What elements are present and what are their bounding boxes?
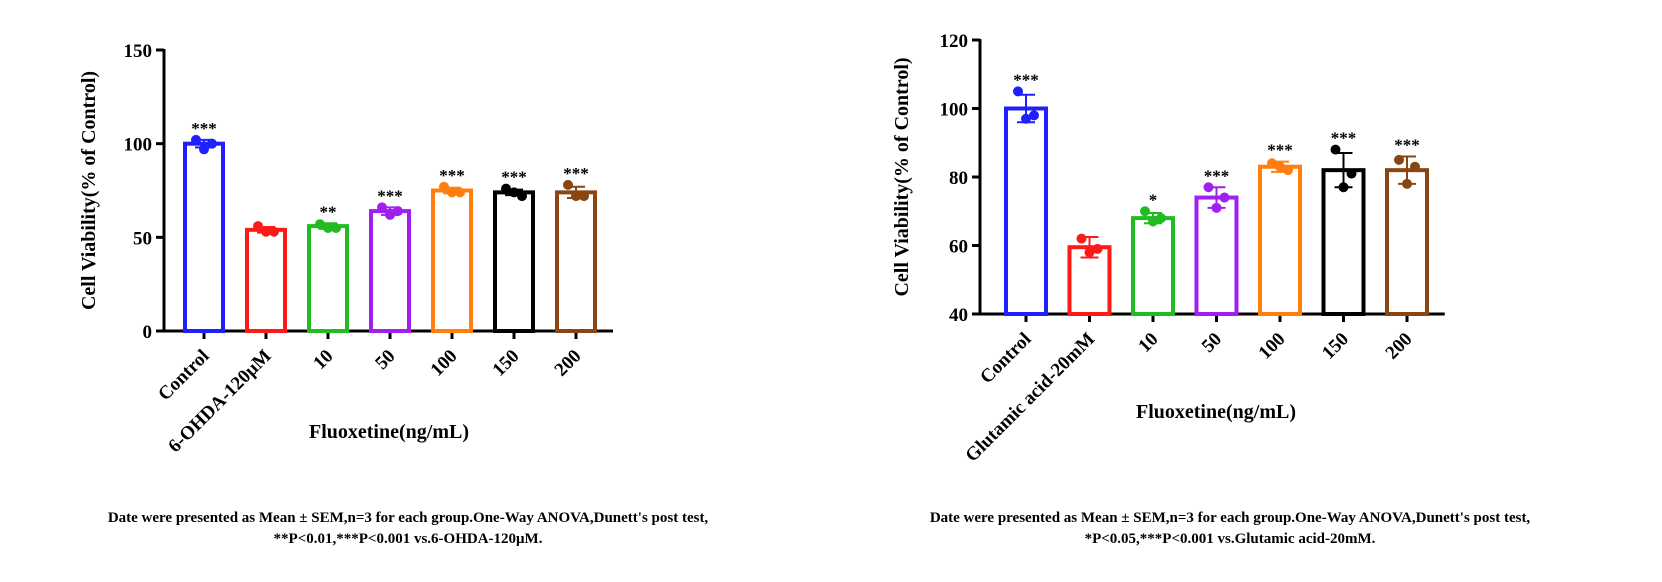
data-point — [1394, 154, 1404, 165]
data-point — [1203, 182, 1214, 193]
data-point — [1283, 165, 1293, 176]
data-point — [1092, 243, 1103, 254]
data-point — [315, 219, 325, 230]
data-point — [261, 226, 271, 237]
data-point — [1211, 202, 1222, 213]
data-point — [579, 191, 589, 202]
significance-label: *** — [439, 166, 465, 185]
x-tick-label: 50 — [1198, 329, 1226, 357]
x-tick-label: 10 — [309, 346, 337, 374]
bar — [369, 209, 411, 334]
x-tick-label: 50 — [371, 346, 399, 374]
x-tick-label: Control — [154, 346, 213, 405]
bar — [1194, 195, 1239, 316]
data-point — [393, 206, 403, 217]
y-tick-label: 120 — [940, 31, 969, 52]
data-point — [439, 181, 449, 192]
significance-label: *** — [1394, 135, 1420, 154]
x-tick-label: 100 — [427, 346, 462, 381]
x-tick-label: 150 — [489, 346, 524, 381]
caption: Date were presented as Mean ± SEM,n=3 fo… — [108, 510, 709, 526]
data-point — [571, 191, 581, 202]
significance-label: *** — [1013, 70, 1039, 89]
data-point — [1148, 216, 1158, 227]
data-point — [1021, 113, 1031, 124]
bar — [183, 141, 225, 333]
data-point — [1410, 161, 1420, 172]
bar — [1321, 168, 1366, 316]
data-point — [1330, 144, 1341, 155]
x-tick-label: 200 — [551, 346, 586, 381]
data-point — [199, 144, 209, 155]
caption: **P<0.01,***P<0.001 vs.6-OHDA-120μM. — [274, 531, 543, 547]
y-axis-title: Cell Viability(% of Control) — [891, 57, 913, 296]
significance-label: * — [1149, 190, 1158, 209]
data-point — [1219, 192, 1230, 203]
data-point — [1346, 168, 1357, 179]
y-tick-label: 0 — [143, 322, 153, 343]
bar — [307, 224, 349, 334]
data-point — [323, 222, 333, 233]
x-tick-label: Glutamic acid-20mM — [961, 329, 1099, 467]
x-tick-label: 150 — [1318, 329, 1353, 364]
significance-label: *** — [563, 164, 589, 183]
data-point — [501, 183, 511, 194]
y-tick-label: 40 — [949, 305, 968, 326]
significance-label: *** — [1204, 166, 1230, 185]
data-point — [1076, 233, 1087, 244]
data-point — [331, 222, 341, 233]
x-tick-label: Control — [976, 329, 1035, 388]
data-point — [455, 187, 465, 198]
data-point — [1013, 86, 1023, 97]
y-tick-label: 50 — [133, 228, 152, 249]
data-point — [1402, 178, 1412, 189]
data-point — [1338, 182, 1349, 193]
data-point — [269, 226, 279, 237]
bar — [1004, 106, 1048, 316]
bar — [1131, 216, 1175, 317]
caption: Date were presented as Mean ± SEM,n=3 fo… — [930, 510, 1531, 526]
data-point — [385, 209, 395, 220]
significance-label: *** — [377, 186, 403, 205]
bar — [431, 188, 473, 333]
bar — [1258, 164, 1302, 316]
data-point — [1275, 161, 1285, 172]
data-point — [1156, 213, 1166, 224]
data-point — [253, 221, 263, 232]
x-tick-label: 200 — [1382, 329, 1417, 364]
significance-label: *** — [1267, 141, 1293, 160]
data-point — [191, 134, 201, 145]
y-tick-label: 100 — [124, 135, 153, 156]
data-point — [447, 187, 457, 198]
data-point — [1084, 247, 1095, 258]
x-tick-label: 10 — [1134, 329, 1162, 357]
data-point — [377, 202, 387, 213]
y-tick-label: 150 — [124, 41, 153, 62]
y-axis-title: Cell Viability(% of Control) — [78, 71, 100, 310]
data-point — [509, 187, 519, 198]
data-point — [207, 138, 217, 149]
significance-label: *** — [1331, 129, 1357, 148]
bar — [555, 190, 597, 333]
y-tick-label: 80 — [949, 168, 968, 189]
x-axis-title: Fluoxetine(ng/mL) — [1136, 401, 1296, 423]
bar — [245, 227, 287, 333]
bar — [493, 190, 535, 333]
significance-label: ** — [320, 202, 337, 221]
x-axis-title: Fluoxetine(ng/mL) — [309, 421, 469, 443]
data-point — [1140, 206, 1150, 217]
y-tick-label: 100 — [940, 100, 969, 121]
y-tick-label: 60 — [949, 237, 968, 258]
data-point — [517, 191, 527, 202]
data-point — [563, 179, 573, 190]
data-point — [1029, 110, 1039, 121]
x-tick-label: 100 — [1255, 329, 1290, 364]
significance-label: *** — [191, 119, 217, 138]
caption: *P<0.05,***P<0.001 vs.Glutamic acid-20mM… — [1085, 531, 1376, 547]
data-point — [1267, 158, 1277, 169]
significance-label: *** — [501, 168, 527, 187]
bar — [1385, 168, 1429, 316]
